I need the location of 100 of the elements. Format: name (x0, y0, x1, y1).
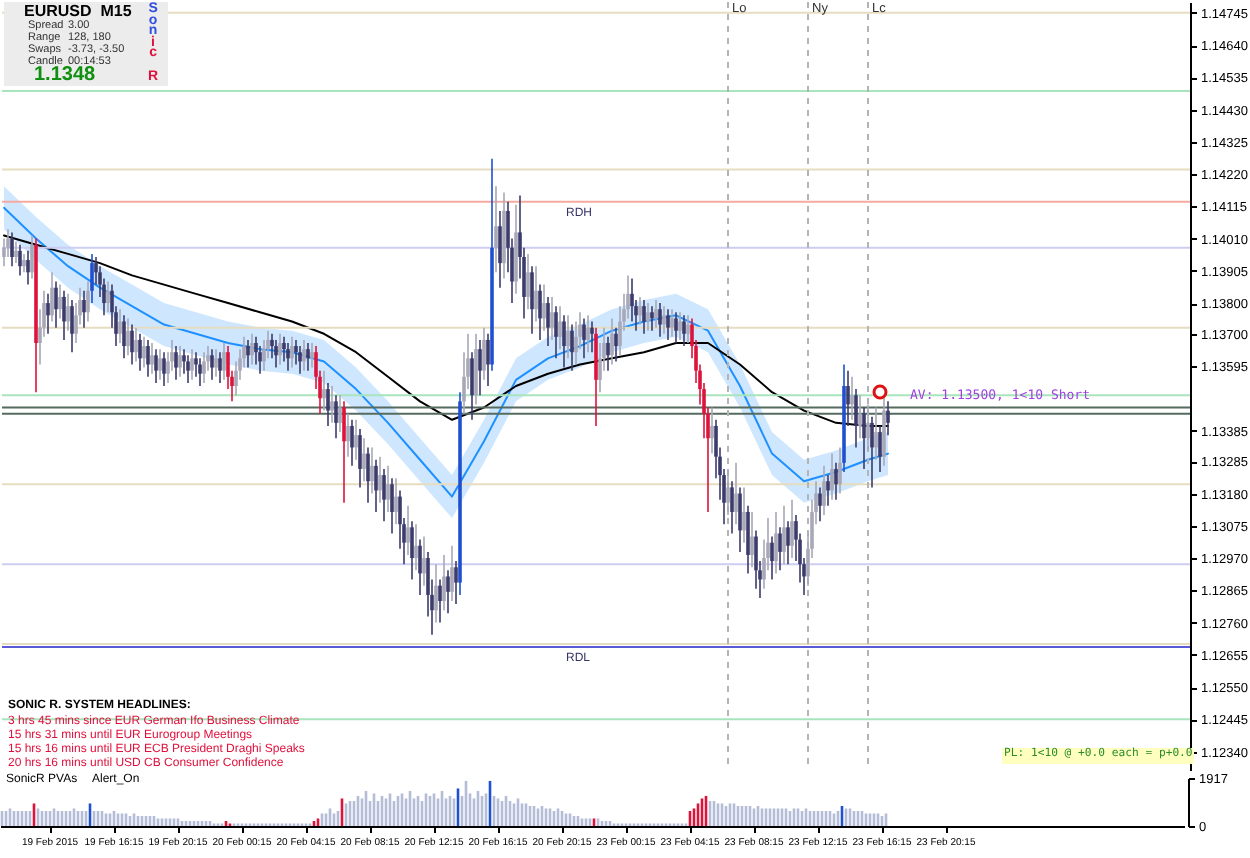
candlestick (582, 317, 586, 360)
candlestick (786, 520, 790, 565)
candlestick (638, 296, 642, 326)
chart-title: EURUSD M15 (24, 2, 132, 20)
candlestick (310, 342, 314, 369)
candlestick (846, 369, 850, 427)
candlestick (190, 348, 194, 381)
candlestick (154, 348, 158, 384)
candlestick (546, 296, 550, 347)
candlestick (322, 369, 326, 412)
candlestick (862, 406, 866, 470)
candlestick (258, 345, 262, 375)
candlestick (534, 265, 538, 323)
candlestick (850, 375, 854, 421)
candlestick (774, 511, 778, 575)
candlestick (530, 265, 534, 335)
candlestick (118, 308, 122, 344)
candlestick (302, 339, 306, 372)
candlestick (882, 394, 886, 467)
candlestick (654, 299, 658, 329)
candlestick (66, 293, 70, 332)
candlestick (418, 538, 422, 596)
candlestick (342, 400, 346, 504)
candlestick (254, 336, 258, 366)
candlestick (838, 446, 842, 495)
candlestick (570, 323, 574, 372)
candlestick (474, 332, 478, 406)
candlestick (606, 336, 610, 372)
candlestick (834, 462, 838, 501)
candlestick (414, 523, 418, 572)
candlestick (446, 569, 450, 615)
candlestick (278, 332, 282, 366)
candlestick (498, 210, 502, 289)
candlestick (374, 458, 378, 513)
candlestick (262, 339, 266, 372)
candlestick (438, 578, 442, 624)
candlestick (338, 394, 342, 433)
candlestick (326, 382, 330, 427)
candlestick (646, 302, 650, 332)
candlestick (442, 554, 446, 612)
candlestick (450, 544, 454, 602)
candlestick (378, 455, 382, 504)
candlestick (150, 342, 154, 375)
candlestick (754, 529, 758, 590)
candlestick (574, 320, 578, 366)
candlestick (298, 345, 302, 375)
candlestick (550, 296, 554, 341)
candlestick (158, 348, 162, 381)
candlestick (470, 351, 474, 421)
candlestick (274, 339, 278, 369)
candlestick (738, 486, 742, 553)
candlestick (186, 354, 190, 384)
candlestick (454, 560, 458, 605)
candlestick (282, 336, 286, 363)
candlestick (434, 563, 438, 624)
candlestick (162, 351, 166, 387)
candlestick (594, 326, 598, 427)
candlestick (18, 243, 22, 277)
candlestick (142, 336, 146, 369)
candlestick (822, 465, 826, 516)
candlestick (730, 480, 734, 535)
candlestick (354, 418, 358, 461)
candlestick (710, 406, 714, 455)
candlestick (778, 526, 782, 572)
candlestick (558, 305, 562, 350)
candlestick (686, 314, 690, 344)
candlestick (734, 462, 738, 526)
candlestick (222, 342, 226, 381)
candlestick (482, 326, 486, 381)
candlestick (306, 342, 310, 372)
candlestick (54, 280, 58, 329)
candlestick (346, 412, 350, 458)
candlestick (674, 311, 678, 344)
candlestick (362, 437, 366, 483)
candlestick (406, 505, 410, 556)
candlestick (82, 289, 86, 329)
candlestick (250, 332, 254, 366)
candlestick (770, 535, 774, 581)
candlestick (286, 342, 290, 372)
candlestick (790, 498, 794, 559)
annotation: 1.1348 (34, 64, 96, 86)
candlestick (642, 299, 646, 335)
candlestick (174, 345, 178, 381)
candlestick (290, 336, 294, 369)
candlestick (22, 253, 26, 274)
candlestick (50, 271, 54, 323)
candlestick (294, 339, 298, 366)
candlestick (6, 228, 10, 258)
candlestick (630, 277, 634, 323)
candlestick (742, 486, 746, 544)
candlestick (58, 283, 62, 320)
candlestick (90, 253, 94, 304)
candlestick (214, 348, 218, 378)
candlestick (134, 326, 138, 363)
candlestick (358, 428, 362, 489)
candlestick (122, 314, 126, 360)
candlestick (390, 477, 394, 535)
candlestick (210, 348, 214, 381)
candlestick (830, 452, 834, 501)
candlestick (246, 339, 250, 369)
